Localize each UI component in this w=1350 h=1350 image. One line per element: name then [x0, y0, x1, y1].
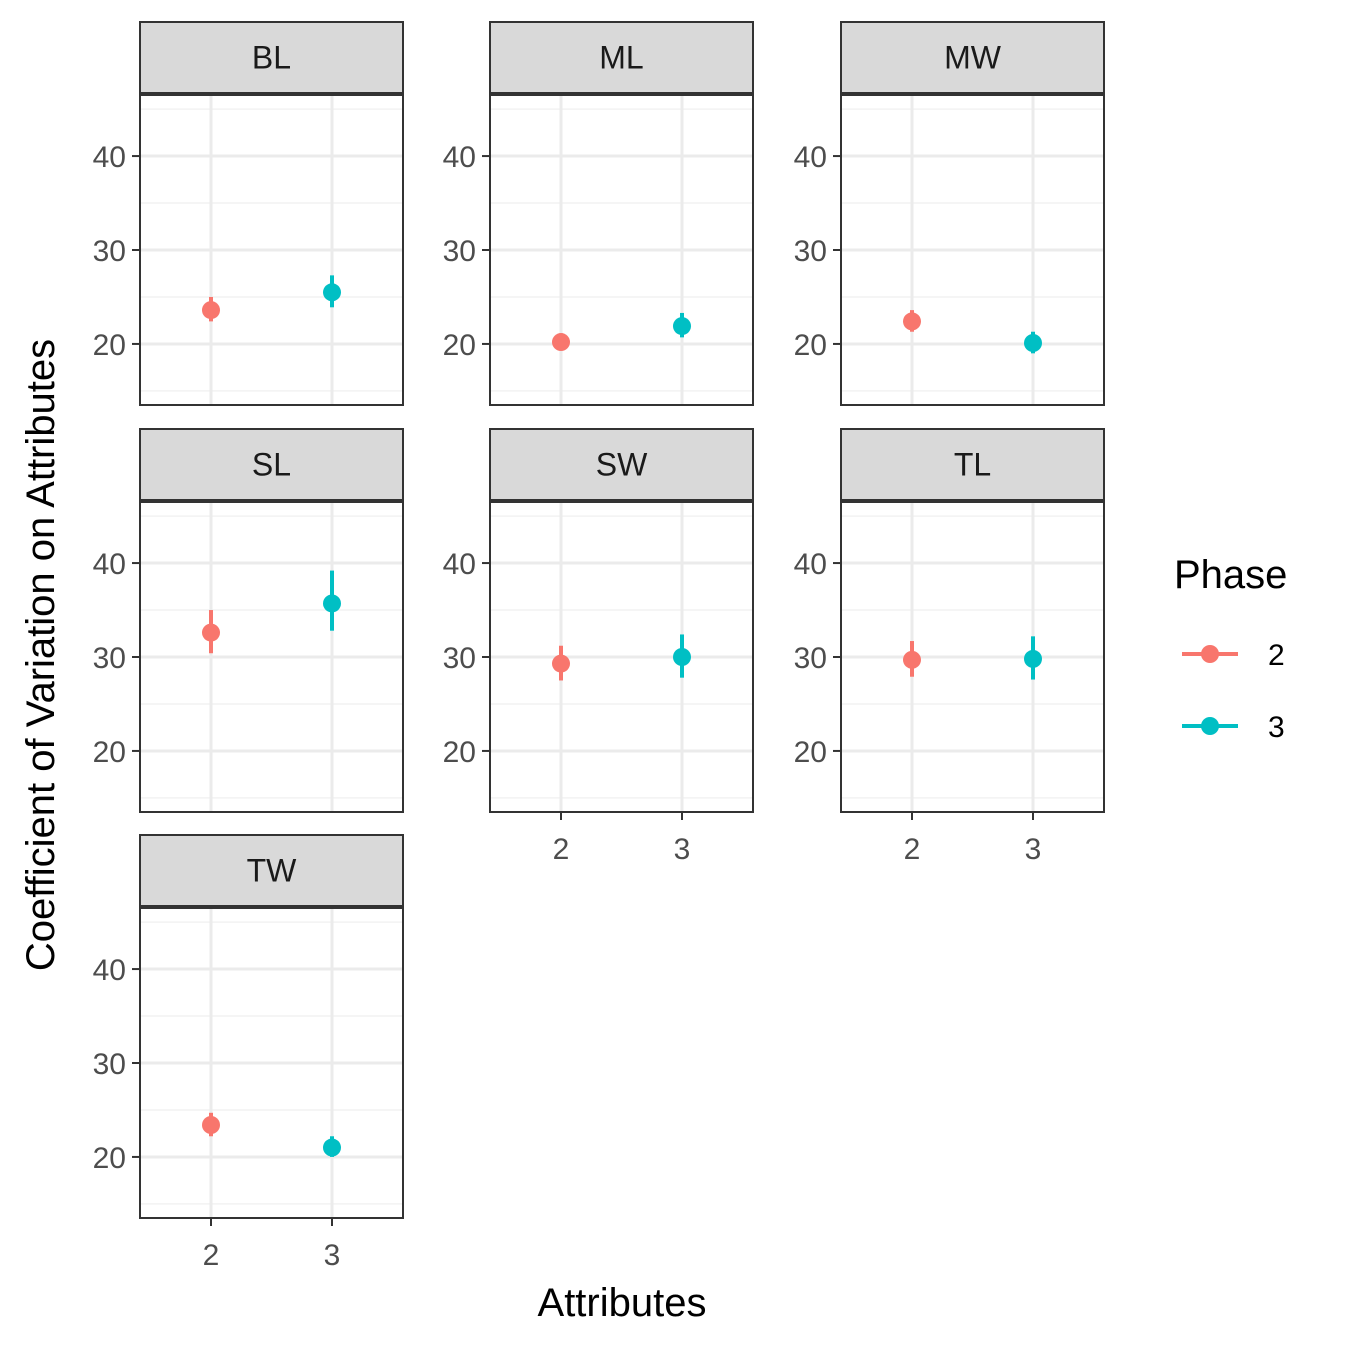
- facet-TL: TL 20 30 40 2 3: [794, 428, 1105, 866]
- point-phase-2: [903, 312, 921, 331]
- point-phase-3: [323, 1138, 341, 1157]
- point-phase-3: [673, 317, 691, 336]
- y-tick-label: 30: [93, 235, 126, 268]
- facet-strip-label: SL: [252, 447, 291, 483]
- legend-label-2: 2: [1268, 639, 1285, 672]
- facet-strip: [840, 428, 1105, 501]
- y-tick-label: 40: [794, 548, 827, 581]
- facet-strip-label: ML: [599, 40, 643, 76]
- point-phase-2: [552, 333, 570, 352]
- y-tick-label: 20: [93, 329, 126, 362]
- legend: Phase 2 3: [1174, 553, 1287, 744]
- legend-title: Phase: [1174, 553, 1287, 597]
- facet-strip: [139, 21, 404, 94]
- y-tick-label: 40: [93, 954, 126, 987]
- y-tick-label: 40: [93, 141, 126, 174]
- y-tick-label: 20: [93, 1142, 126, 1175]
- facet-SL: SL 20 30 40: [93, 428, 404, 813]
- facet-strip-label: BL: [252, 40, 291, 76]
- facet-strip-label: MW: [944, 40, 1002, 76]
- x-tick-label: 2: [904, 833, 921, 866]
- facet-panels: BL 20 30 40 ML 20 30 40 MW 20 30 40 SL 20 30 40 SW 20 30 40…: [93, 21, 1105, 1272]
- y-tick-label: 20: [794, 736, 827, 769]
- point-phase-3: [1024, 649, 1042, 668]
- facet-strip: [840, 21, 1105, 94]
- y-tick-label: 30: [794, 235, 827, 268]
- y-tick-label: 30: [443, 235, 476, 268]
- facet-TW: TW 20 30 40 2 3: [93, 834, 404, 1272]
- y-tick-label: 20: [443, 736, 476, 769]
- y-tick-label: 20: [443, 329, 476, 362]
- x-tick-label: 2: [553, 833, 570, 866]
- point-phase-2: [202, 301, 220, 320]
- legend-key-point-3: [1201, 717, 1219, 735]
- y-tick-label: 20: [93, 736, 126, 769]
- facet-MW: MW 20 30 40: [794, 21, 1105, 406]
- facet-BL: BL 20 30 40: [93, 21, 404, 406]
- y-tick-label: 20: [794, 329, 827, 362]
- facet-SW: SW 20 30 40 2 3: [443, 428, 754, 866]
- point-phase-3: [1024, 334, 1042, 352]
- x-tick-label: 3: [674, 833, 691, 866]
- facet-strip: [489, 428, 754, 501]
- facet-strip-label: TL: [954, 447, 991, 483]
- x-axis-title: Attributes: [538, 1281, 707, 1325]
- y-tick-label: 30: [794, 642, 827, 675]
- y-tick-label: 40: [794, 141, 827, 174]
- facet-strip-label: TW: [247, 853, 298, 889]
- y-tick-label: 40: [443, 141, 476, 174]
- facet-strip: [139, 834, 404, 907]
- y-axis-title: Coefficient of Variation on Attributes: [19, 339, 63, 971]
- x-tick-label: 2: [203, 1239, 220, 1272]
- point-phase-3: [323, 283, 341, 302]
- y-tick-label: 30: [93, 1048, 126, 1081]
- y-tick-label: 30: [93, 642, 126, 675]
- point-phase-2: [202, 1116, 220, 1134]
- y-tick-label: 30: [443, 642, 476, 675]
- facet-strip: [489, 21, 754, 94]
- point-phase-3: [323, 594, 341, 613]
- point-phase-2: [202, 623, 220, 642]
- facet-ML: ML 20 30 40: [443, 21, 754, 406]
- point-phase-2: [552, 654, 570, 673]
- legend-key-point-2: [1201, 645, 1219, 663]
- facet-strip: [139, 428, 404, 501]
- facet-strip-label: SW: [596, 447, 648, 483]
- legend-label-3: 3: [1268, 711, 1285, 744]
- y-tick-label: 40: [93, 548, 126, 581]
- x-tick-label: 3: [1025, 833, 1042, 866]
- y-tick-label: 40: [443, 548, 476, 581]
- point-phase-3: [673, 648, 691, 666]
- x-tick-label: 3: [324, 1239, 341, 1272]
- point-phase-2: [903, 650, 921, 669]
